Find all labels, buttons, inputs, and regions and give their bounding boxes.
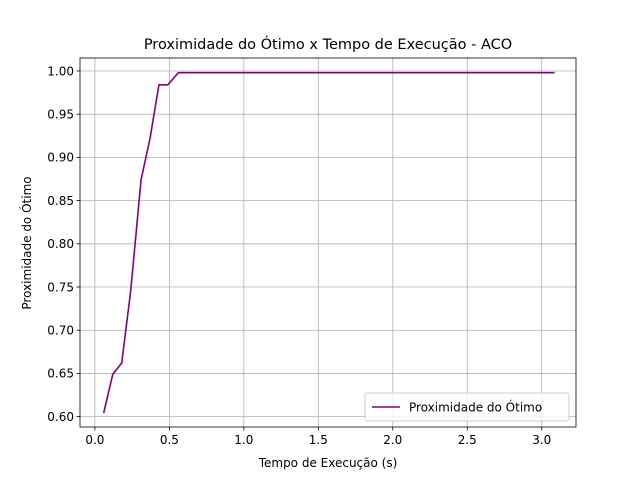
series-layer — [102, 71, 555, 414]
y-tick-label: 0.70 — [47, 324, 74, 338]
y-tick-label: 0.65 — [47, 367, 74, 381]
grid-lines — [80, 58, 576, 427]
y-tick-label: 0.75 — [47, 280, 74, 294]
y-tick-label: 1.00 — [47, 64, 74, 78]
y-tick-label: 0.85 — [47, 194, 74, 208]
axis-ticks: 0.0 0.5 1.0 1.5 2.0 2.5 3.0 0.60 0.65 0.70 0.75 0.8… — [47, 64, 551, 447]
y-tick-label: 0.60 — [47, 410, 74, 424]
y-tick-label: 0.90 — [47, 151, 74, 165]
x-tick-label: 0.0 — [85, 433, 104, 447]
x-tick-label: 2.5 — [458, 433, 477, 447]
y-tick-label: 0.95 — [47, 107, 74, 121]
x-tick-label: 1.0 — [234, 433, 253, 447]
y-axis-label: Proximidade do Ótimo — [19, 176, 34, 309]
series-line — [102, 71, 555, 414]
x-tick-label: 2.0 — [383, 433, 402, 447]
chart-title: Proximidade do Ótimo x Tempo de Execução… — [144, 35, 512, 53]
x-tick-label: 0.5 — [160, 433, 179, 447]
legend-label: Proximidade do Ótimo — [409, 400, 542, 415]
x-tick-label: 1.5 — [309, 433, 328, 447]
legend: Proximidade do Ótimo — [364, 392, 570, 422]
y-tick-label: 0.80 — [47, 237, 74, 251]
x-axis-label: Tempo de Execução (s) — [258, 456, 398, 470]
plot-frame — [79, 57, 577, 428]
legend-box — [364, 392, 570, 422]
x-tick-label: 3.0 — [532, 433, 551, 447]
